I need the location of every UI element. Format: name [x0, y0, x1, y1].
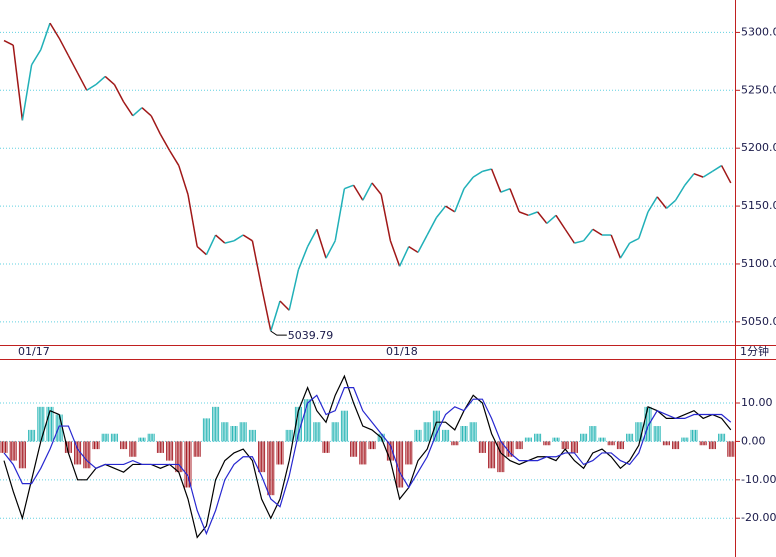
price-segment [380, 194, 392, 241]
indicator-line [3, 374, 732, 539]
y-tick-label: 0.00 [741, 434, 766, 447]
price-segment [95, 75, 106, 86]
price-segment [316, 229, 327, 259]
price-segment [224, 240, 235, 244]
price-segment [463, 176, 474, 190]
y-tick-label: 5150.00 [741, 199, 776, 212]
y-tick-label: 5250.00 [741, 83, 776, 96]
price-segment [518, 211, 529, 217]
price-segment [574, 240, 584, 244]
price-segment [684, 173, 695, 186]
price-segment [583, 228, 594, 242]
price-segment [647, 196, 658, 213]
price-segment [21, 64, 33, 121]
price-segment [58, 37, 70, 56]
price-segment [86, 83, 97, 91]
price-segment [619, 242, 631, 259]
price-segment [325, 240, 336, 259]
price-segment [537, 211, 548, 224]
y-tick-label: 5200.00 [741, 141, 776, 154]
price-segment [398, 246, 410, 267]
y-tick-label: -10.00 [741, 473, 776, 486]
price-segment [665, 199, 677, 209]
price-segment [251, 240, 263, 288]
price-segment [352, 184, 364, 201]
price-segment [334, 188, 346, 241]
price-segment [720, 165, 732, 184]
x-tick-label: 01/18 [386, 345, 418, 358]
price-segment [702, 170, 713, 178]
price-segment [629, 237, 640, 244]
price-segment [205, 234, 217, 256]
price-segment [638, 211, 649, 239]
price-segment [270, 300, 281, 332]
price-segment [141, 107, 152, 117]
price-segment [3, 39, 14, 46]
price-segment [656, 196, 667, 209]
y-tick-label: 5100.00 [741, 257, 776, 270]
price-segment [693, 172, 704, 178]
price-segment [509, 188, 520, 213]
price-segment [288, 269, 300, 311]
price-segment [344, 184, 354, 190]
price-segment [610, 234, 622, 259]
price-segment [482, 168, 492, 173]
price-segment [592, 228, 603, 236]
price-segment [500, 188, 511, 193]
price-segment [445, 205, 456, 213]
price-segment [546, 214, 557, 225]
price-segment [76, 72, 88, 91]
price-segment [49, 22, 60, 39]
price-segment [674, 184, 686, 201]
price-segment [215, 234, 226, 244]
price-segment [564, 228, 576, 244]
price-segment [104, 75, 115, 86]
price-segment [260, 286, 272, 332]
price-segment [12, 45, 24, 121]
price-segment [555, 214, 566, 230]
price-segment [150, 115, 162, 135]
y-tick-label: 5050.00 [741, 315, 776, 328]
price-segment [196, 246, 207, 256]
annotation-pointer [270, 330, 287, 336]
price-segment [113, 84, 125, 103]
annotation: 5039.79 [288, 329, 334, 342]
price-segment [297, 246, 309, 271]
price-segment [362, 182, 373, 201]
price-segment [454, 188, 465, 213]
price-segment [408, 245, 419, 254]
price-segment [279, 300, 290, 311]
period-label: 1分钟 [740, 344, 769, 358]
price-segment [132, 107, 143, 117]
price-segment [159, 133, 171, 151]
price-segment [306, 228, 318, 247]
y-tick-label: -20.00 [741, 511, 776, 524]
price-segment [187, 194, 198, 247]
price-segment [178, 165, 189, 195]
price-segment [30, 49, 42, 66]
price-segment [528, 211, 538, 217]
x-tick-label: 01/17 [18, 345, 50, 358]
price-segment [371, 182, 382, 195]
price-segment [472, 170, 483, 178]
price-segment [417, 234, 428, 253]
price-segment [40, 22, 51, 51]
price-segment [712, 164, 722, 172]
indicator-line [3, 387, 732, 536]
price-segment [233, 234, 244, 242]
y-tick-label: 10.00 [741, 396, 773, 409]
price-segment [122, 101, 134, 117]
price-segment [389, 240, 401, 267]
price-segment [490, 168, 502, 193]
price-segment [435, 205, 447, 219]
price-segment [426, 217, 438, 236]
price-segment [242, 234, 253, 242]
price-segment [168, 150, 180, 166]
price-segment [67, 55, 79, 74]
y-tick-label: 5300.00 [741, 25, 776, 38]
